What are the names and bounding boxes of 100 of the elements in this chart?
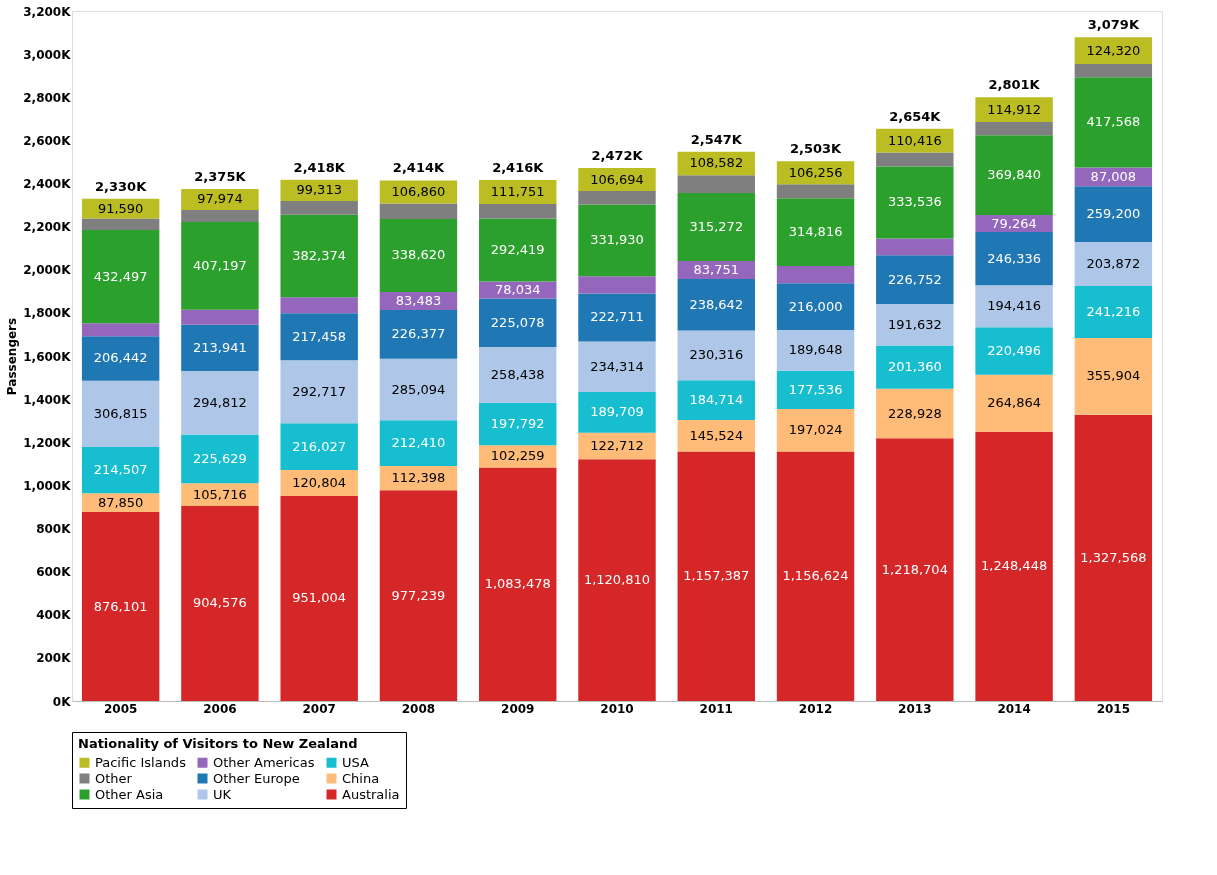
legend-label: China [342,770,380,786]
bar [677,451,755,701]
data-label: 264,864 [987,395,1041,411]
bar [975,431,1053,701]
bar [876,166,954,239]
data-label: 197,792 [490,416,545,431]
data-label: 258,438 [490,366,545,382]
total-label: 2,654K [889,108,942,124]
data-label: 87,008 [1090,168,1137,184]
data-label: 102,259 [490,448,545,464]
data-label: 1,327,568 [1080,549,1147,565]
x-tick-label: 2009 [501,701,535,716]
data-label: 285,094 [391,381,446,397]
bar [181,505,259,701]
data-label: 78,034 [494,282,541,298]
data-label: 228,928 [887,405,942,421]
data-label: 216,000 [788,298,843,314]
bar [280,495,358,701]
data-label: 355,904 [1086,368,1141,384]
data-label: 177,536 [788,381,843,397]
data-label: 432,497 [93,268,148,284]
data-label: 234,314 [590,358,644,374]
y-tick-label: 1,800K [23,306,72,321]
data-label: 225,078 [490,314,545,330]
bar [479,402,557,446]
data-label: 904,576 [193,595,247,611]
bar [1074,242,1153,286]
y-tick-label: 3,200K [23,4,72,19]
bar [181,309,259,325]
data-label: 206,442 [93,350,148,366]
y-tick-label: 2,800K [23,90,72,105]
bar [876,388,954,439]
data-label: 120,804 [292,474,347,490]
y-tick-label: 1,400K [23,392,72,407]
bar [181,324,259,371]
bar [1074,186,1153,243]
data-label: 97,974 [197,191,243,207]
data-label: 214,507 [93,462,148,478]
data-label: 230,316 [689,347,744,363]
data-label: 369,840 [987,167,1041,183]
data-label: 217,458 [292,328,347,344]
data-label: 91,590 [97,200,144,216]
data-label: 122,712 [590,438,644,454]
total-label: 2,801K [988,77,1041,93]
bar [975,135,1053,216]
bar [776,370,855,410]
bar [578,459,656,701]
bar [578,391,656,433]
data-label: 220,496 [987,342,1041,358]
data-label: 222,711 [590,309,644,325]
x-tick-label: 2013 [898,701,932,716]
data-label: 189,709 [590,404,644,420]
bar [81,323,160,337]
data-label: 184,714 [689,392,744,408]
data-label: 194,416 [987,298,1041,314]
data-label: 105,716 [193,486,247,502]
bar [776,184,855,199]
total-label: 2,416K [492,160,545,175]
bar [1074,285,1153,338]
y-tick-label: 2,600K [23,133,72,148]
legend-label: Other Americas [213,754,315,770]
bar [776,198,855,267]
data-label: 331,930 [590,232,644,248]
bar [677,175,755,194]
bar [776,283,855,330]
y-tick-label: 3,000K [23,47,72,62]
data-label: 110,416 [887,132,942,148]
bar [181,221,259,310]
data-label: 203,872 [1086,256,1141,272]
legend-label: USA [342,754,370,770]
bar [81,230,160,324]
bar [578,293,656,342]
bar [776,329,855,371]
bar [1074,63,1153,78]
x-tick-label: 2007 [302,701,336,716]
data-label: 145,524 [689,427,744,443]
x-tick-label: 2011 [699,701,733,716]
data-label: 241,216 [1086,304,1141,319]
data-label: 238,642 [689,296,744,312]
bar [677,330,755,381]
bar [81,218,160,231]
data-label: 292,419 [490,242,545,258]
x-tick-label: 2014 [997,701,1031,716]
bar [876,438,954,701]
bar [578,276,656,294]
total-label: 2,472K [591,148,644,163]
legend-label: Other Asia [95,786,164,802]
bar [876,345,954,389]
bar [776,451,855,701]
total-label: 2,414K [392,160,445,176]
data-label: 306,815 [93,405,148,421]
bar [379,420,458,467]
legend-label: Other Europe [213,770,300,786]
data-label: 112,398 [391,470,446,486]
data-label: 201,360 [887,359,942,375]
data-label: 333,536 [887,194,942,210]
data-label: 338,620 [391,247,446,263]
legend-label: Other [95,770,133,786]
data-label: 246,336 [987,250,1041,266]
bar [876,255,954,305]
